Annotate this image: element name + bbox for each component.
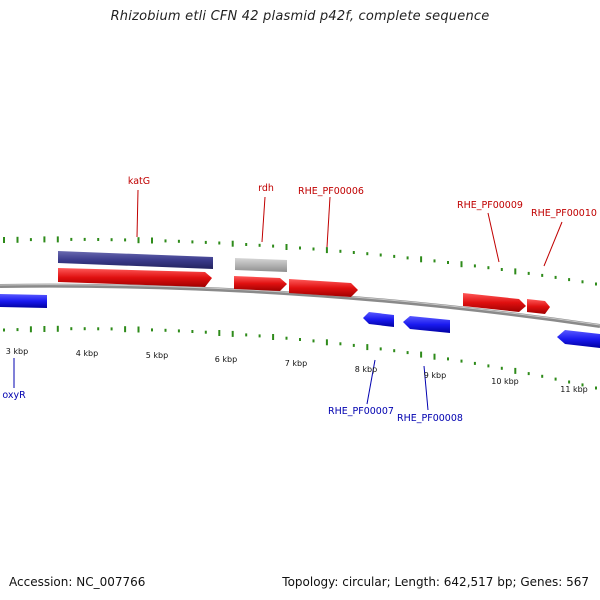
- leader-katG: [136, 189, 139, 238]
- forward-gene-RHE_PF00006[interactable]: [289, 279, 358, 297]
- map-title: Rhizobium etli CFN 42 plasmid p42f, comp…: [110, 9, 490, 24]
- gene-label-rdh[interactable]: rdh: [258, 183, 274, 194]
- scale-labels: 3 kbp 4 kbp 5 kbp 6 kbp 7 kbp 8 kbp 9 kb…: [6, 347, 588, 394]
- scale-label: 6 kbp: [215, 355, 237, 364]
- plasmid-backbone: [0, 283, 600, 328]
- upper-navy-band: [58, 251, 213, 269]
- gene-label-RHE_PF00006[interactable]: RHE_PF00006: [298, 186, 364, 197]
- leader-RHE_PF00007: [366, 359, 376, 405]
- leader-RHE_PF00010: [543, 221, 563, 267]
- leader-RHE_PF00009: [487, 212, 500, 263]
- forward-gene-katG[interactable]: [58, 268, 212, 287]
- scale-label: 8 kbp: [355, 365, 377, 374]
- scale-label: 5 kbp: [146, 351, 168, 360]
- reverse-gene-right-edge[interactable]: [557, 330, 600, 348]
- gene-label-RHE_PF00007[interactable]: RHE_PF00007: [328, 406, 394, 417]
- gene-labels: katG rdh RHE_PF00006 RHE_PF00009 RHE_PF0…: [2, 176, 597, 424]
- scale-label: 7 kbp: [285, 359, 307, 368]
- gc-content-track-lower: [3, 325, 597, 390]
- gc-content-track-upper: [3, 236, 597, 286]
- accession-label: Accession: NC_007766: [9, 575, 146, 589]
- gene-label-RHE_PF00008[interactable]: RHE_PF00008: [397, 413, 463, 424]
- leader-RHE_PF00008: [423, 365, 429, 411]
- upper-grey-band: [235, 258, 287, 272]
- gene-label-oxyR[interactable]: oxyR: [2, 390, 26, 401]
- gene-label-RHE_PF00010[interactable]: RHE_PF00010: [531, 208, 597, 219]
- genome-stats-label: Topology: circular; Length: 642,517 bp; …: [282, 575, 589, 589]
- scale-label: 4 kbp: [76, 349, 98, 358]
- scale-label: 3 kbp: [6, 347, 28, 356]
- gene-label-leaders: [13, 189, 563, 411]
- scale-label: 11 kbp: [560, 385, 588, 394]
- forward-gene-RHE_PF00009[interactable]: [463, 293, 526, 312]
- leader-rdh: [261, 196, 266, 243]
- gene-label-katG[interactable]: katG: [128, 176, 150, 187]
- reverse-gene-RHE_PF00007[interactable]: [363, 312, 394, 327]
- leader-RHE_PF00006: [326, 196, 331, 248]
- forward-gene-rdh[interactable]: [234, 276, 287, 291]
- scale-label: 9 kbp: [424, 371, 446, 380]
- reverse-gene-RHE_PF00008[interactable]: [403, 316, 450, 333]
- gene-label-RHE_PF00009[interactable]: RHE_PF00009: [457, 200, 523, 211]
- reverse-gene-oxyR[interactable]: [0, 294, 47, 308]
- forward-gene-RHE_PF00010[interactable]: [527, 299, 550, 314]
- scale-label: 10 kbp: [491, 377, 519, 386]
